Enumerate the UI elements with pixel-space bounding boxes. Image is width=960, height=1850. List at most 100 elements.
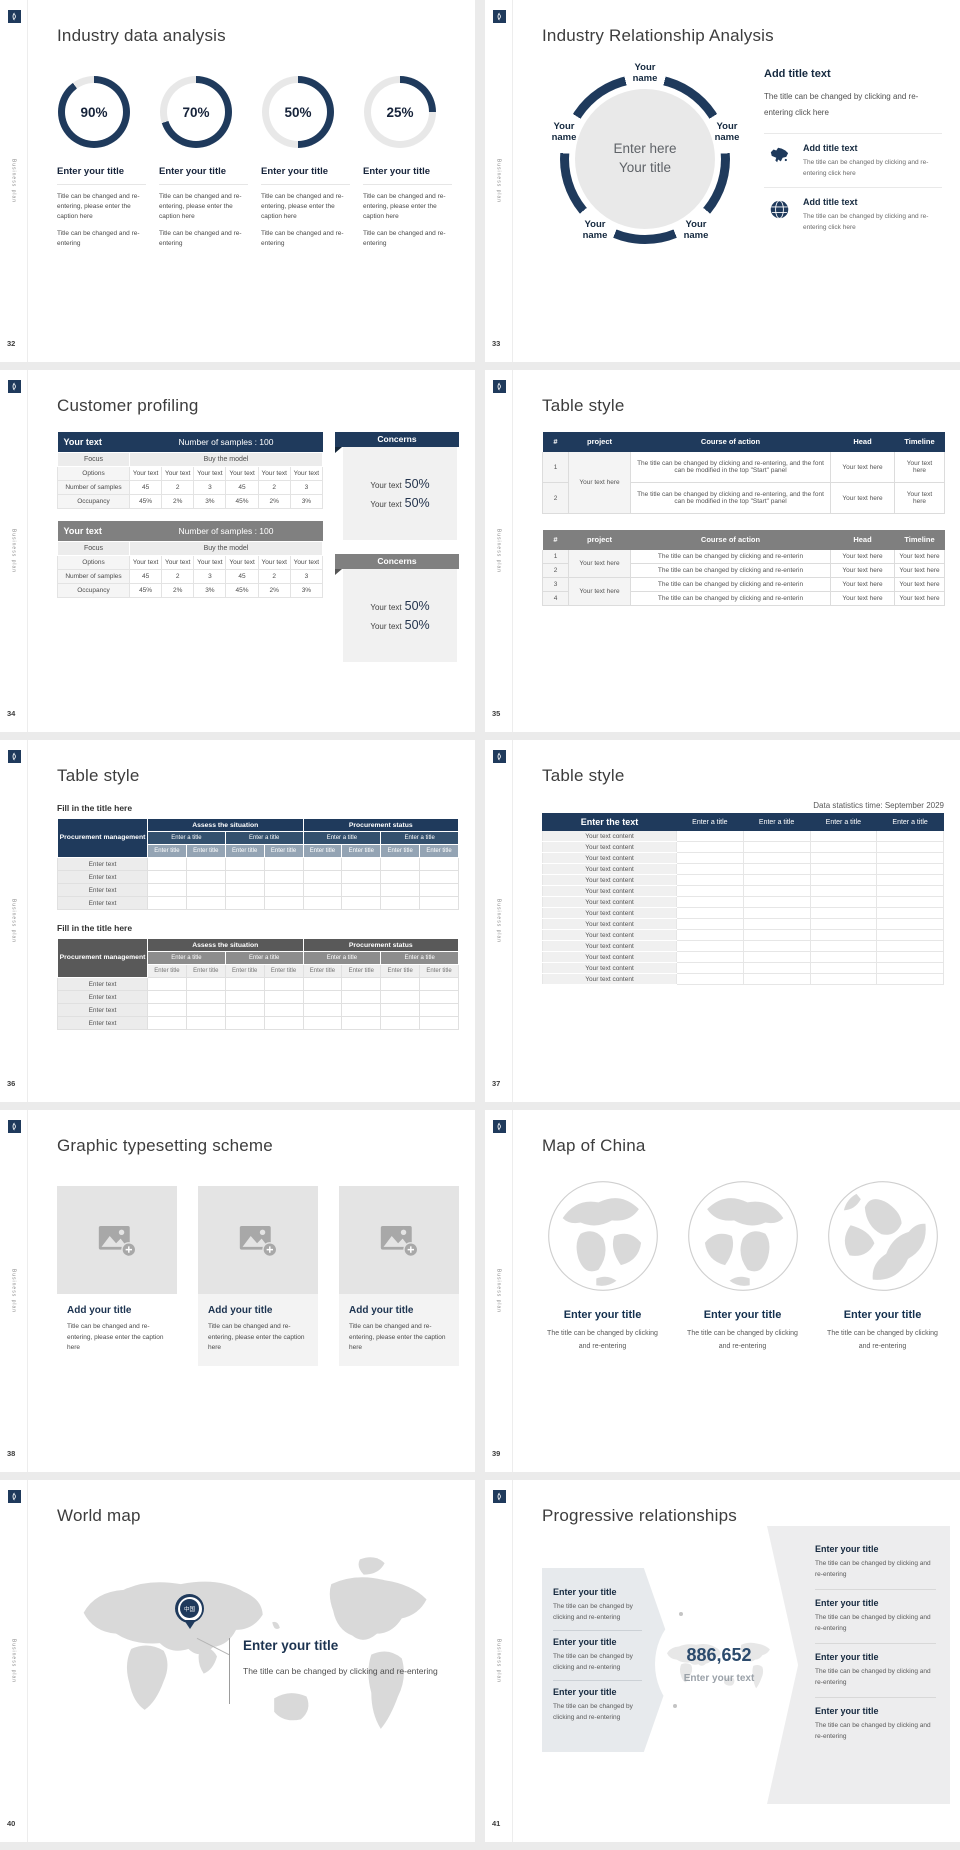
vertical-brand-label: Business plan — [495, 158, 502, 204]
progress-item: Enter your title The title can be change… — [553, 1581, 642, 1632]
item-title: Enter your title — [553, 1637, 617, 1648]
item-caption: The title can be changed by clicking and… — [815, 1668, 931, 1687]
slide-title: Progressive relationships — [542, 1506, 737, 1525]
column-header: Enter the text — [542, 813, 677, 831]
right-arrow-panel: Enter your title The title can be change… — [767, 1526, 950, 1804]
concern-text: Your text — [370, 500, 402, 509]
china-location-pin[interactable]: 中国 — [175, 1594, 204, 1623]
item-title: Enter your title — [843, 1309, 922, 1321]
slide-number: 32 — [7, 339, 16, 348]
slide-39-thumbnail[interactable]: Business plan 39 Map of China Enter your… — [485, 1110, 960, 1472]
stat-card-caption: Title can be changed and re-entering — [261, 230, 344, 248]
donut-value: 25% — [386, 104, 414, 120]
stat-circle: 886,652 Enter your text — [655, 1600, 783, 1728]
vertical-brand-label: Business plan — [10, 528, 17, 574]
card-title: Add your title — [208, 1305, 273, 1316]
stat-card-caption: Title can be changed and re-entering — [159, 230, 242, 248]
slide-number: 39 — [492, 1449, 501, 1458]
column-header: Enter a title — [809, 813, 878, 831]
globe-item: Enter your title The title can be change… — [542, 1180, 663, 1354]
section-heading: Fill in the title here — [57, 923, 133, 933]
world-map-graphic — [83, 1557, 427, 1729]
project-table-gray: # project Course of action Head Timeline 1 Y… — [542, 529, 945, 606]
section-text: The title can be changed by clicking and… — [764, 92, 919, 117]
ring-node-label: Your name — [683, 219, 709, 241]
relationship-ring-diagram: Enter here Your title Your name Your nam… — [542, 52, 754, 280]
image-placeholder[interactable] — [198, 1186, 318, 1294]
card-caption: Title can be changed and re-entering, pl… — [349, 1323, 446, 1352]
business-plan-logo-icon — [493, 1120, 506, 1133]
slide-sidebar: Business plan 35 — [485, 370, 513, 732]
stat-card: 90% Enter your title Title can be change… — [57, 76, 146, 256]
slide-38-thumbnail[interactable]: Business plan 38 Graphic typesetting sch… — [0, 1110, 475, 1472]
concern-value: 50% — [404, 618, 430, 632]
slide-34-thumbnail[interactable]: Business plan 34 Customer profiling Your… — [0, 370, 475, 732]
item-caption: The title can be changed by clicking and… — [815, 1722, 931, 1741]
globe-icon — [687, 1181, 798, 1291]
globe-item: Enter your title The title can be change… — [822, 1180, 943, 1354]
section-heading: Fill in the title here — [57, 803, 133, 813]
image-card: Add your title Title can be changed and r… — [57, 1186, 177, 1366]
slide-35-thumbnail[interactable]: Business plan 35 Table style # project Cou… — [485, 370, 960, 732]
stat-card-title: Enter your title — [363, 166, 452, 185]
stat-card-title: Enter your title — [159, 166, 248, 185]
left-arrow-panel: Enter your title The title can be change… — [542, 1568, 676, 1752]
item-title: Enter your title — [243, 1638, 339, 1653]
world-map: 中国 Enter your title The title can be cha… — [57, 1542, 459, 1800]
slide-37-thumbnail[interactable]: Business plan 37 Table style Data statis… — [485, 740, 960, 1102]
column-header: Enter a title — [676, 813, 744, 831]
customer-table-gray: Your text Number of samples : 100 Focus Bu… — [57, 521, 324, 598]
slide-32-thumbnail[interactable]: Business plan 32 Industry data analysis … — [0, 0, 475, 362]
table-row: Your text content — [542, 874, 944, 886]
progress-item: Enter your title The title can be change… — [553, 1681, 642, 1730]
stat-card: 70% Enter your title Title can be change… — [159, 76, 248, 256]
slide-41-thumbnail[interactable]: Business plan 41 Progressive relationshi… — [485, 1480, 960, 1842]
project-table-navy: # project Course of action Head Timeline 1 Y… — [542, 431, 945, 514]
china-map-icon — [764, 143, 794, 179]
image-placeholder[interactable] — [57, 1186, 177, 1294]
table-row: Your text content — [542, 885, 944, 897]
item-caption: The title can be changed by clicking and… — [547, 1330, 658, 1351]
item-title: Add title text — [803, 197, 858, 208]
donut-chart: 50% — [262, 76, 334, 148]
image-placeholder[interactable] — [339, 1186, 459, 1294]
stat-card-caption: Title can be changed and re-entering — [57, 230, 140, 248]
slide-title: Table style — [57, 766, 140, 785]
concerns-callout-navy: Concerns Your text 50% Your text 50% — [335, 432, 459, 540]
business-plan-logo-icon — [8, 380, 21, 393]
item-title: Enter your title — [815, 1652, 879, 1663]
decor-dot — [673, 1704, 677, 1708]
slide-title: Industry Relationship Analysis — [542, 26, 774, 45]
slide-title: Customer profiling — [57, 396, 199, 415]
card-caption: Title can be changed and re-entering, pl… — [208, 1323, 305, 1352]
list-item: Add title text The title can be changed … — [764, 187, 942, 241]
item-caption: The title can be changed by clicking and… — [815, 1560, 931, 1579]
business-plan-logo-icon — [493, 380, 506, 393]
vertical-brand-label: Business plan — [495, 528, 502, 574]
table-row: Your text content — [542, 863, 944, 875]
image-card: Add your title Title can be changed and r… — [198, 1186, 318, 1367]
progress-item: Enter your title The title can be change… — [815, 1590, 936, 1645]
globe-item: Enter your title The title can be change… — [682, 1180, 803, 1354]
slide-40-thumbnail[interactable]: Business plan 40 World map 中国 Enter your… — [0, 1480, 475, 1842]
pin-label: 中国 — [180, 1599, 199, 1618]
table-row: Your text content — [542, 940, 944, 952]
donut-value: 90% — [80, 104, 108, 120]
concern-text: Your text — [370, 622, 402, 631]
slide-sidebar: Business plan 40 — [0, 1480, 28, 1842]
concerns-header: Concerns — [335, 554, 459, 575]
business-plan-logo-icon — [8, 1120, 21, 1133]
item-caption: The title can be changed by clicking and… — [687, 1330, 798, 1351]
vertical-brand-label: Business plan — [495, 1268, 502, 1314]
card-title: Add your title — [67, 1305, 132, 1316]
slide-33-thumbnail[interactable]: Business plan 33 Industry Relationship A… — [485, 0, 960, 362]
concerns-callout-gray: Concerns Your text 50% Your text 50% — [335, 554, 459, 662]
donut-value: 70% — [182, 104, 210, 120]
ring-node-label: Your name — [714, 121, 740, 143]
procurement-table-gray: Procurement management Assess the situati… — [57, 938, 459, 1030]
slide-36-thumbnail[interactable]: Business plan 36 Table style Fill in the… — [0, 740, 475, 1102]
image-card: Add your title Title can be changed and r… — [339, 1186, 459, 1367]
section-title: Add title text — [764, 68, 831, 80]
business-plan-logo-icon — [8, 750, 21, 763]
